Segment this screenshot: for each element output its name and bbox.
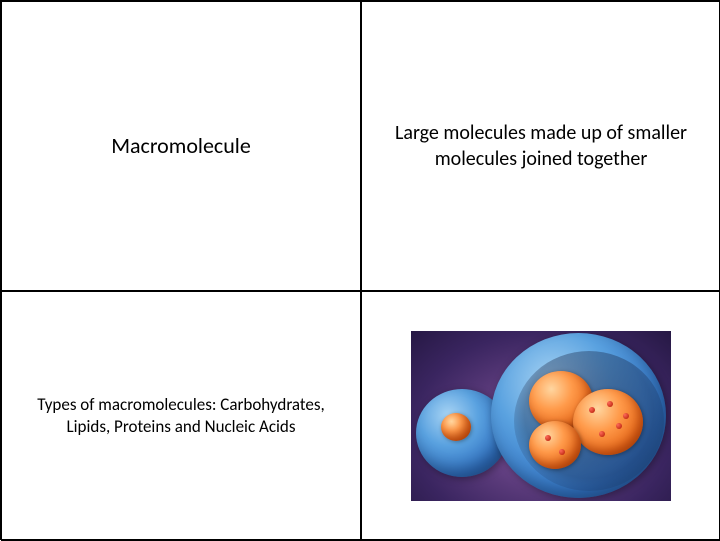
speckle-dot [607, 401, 613, 407]
speckle-dot [616, 423, 622, 429]
orange-nucleus-small [441, 413, 471, 441]
cell-bottom-left: Types of macromolecules: Carbohydrates, … [1, 291, 361, 541]
term-title: Macromolecule [111, 132, 251, 161]
speckle-dot [623, 413, 629, 419]
speckle-dot [559, 449, 565, 455]
orange-sphere-3 [529, 421, 581, 469]
cell-bottom-right [361, 291, 720, 541]
types-list: Types of macromolecules: Carbohydrates, … [22, 394, 340, 438]
four-quadrant-grid: Macromolecule Large molecules made up of… [0, 0, 720, 540]
speckle-dot [599, 431, 605, 437]
cell-illustration [411, 331, 671, 501]
term-definition: Large molecules made up of smaller molec… [382, 120, 700, 172]
cell-top-right: Large molecules made up of smaller molec… [361, 1, 720, 291]
cell-top-left: Macromolecule [1, 1, 361, 291]
speckle-dot [545, 435, 551, 441]
speckle-dot [589, 407, 595, 413]
orange-sphere-2 [573, 389, 643, 455]
